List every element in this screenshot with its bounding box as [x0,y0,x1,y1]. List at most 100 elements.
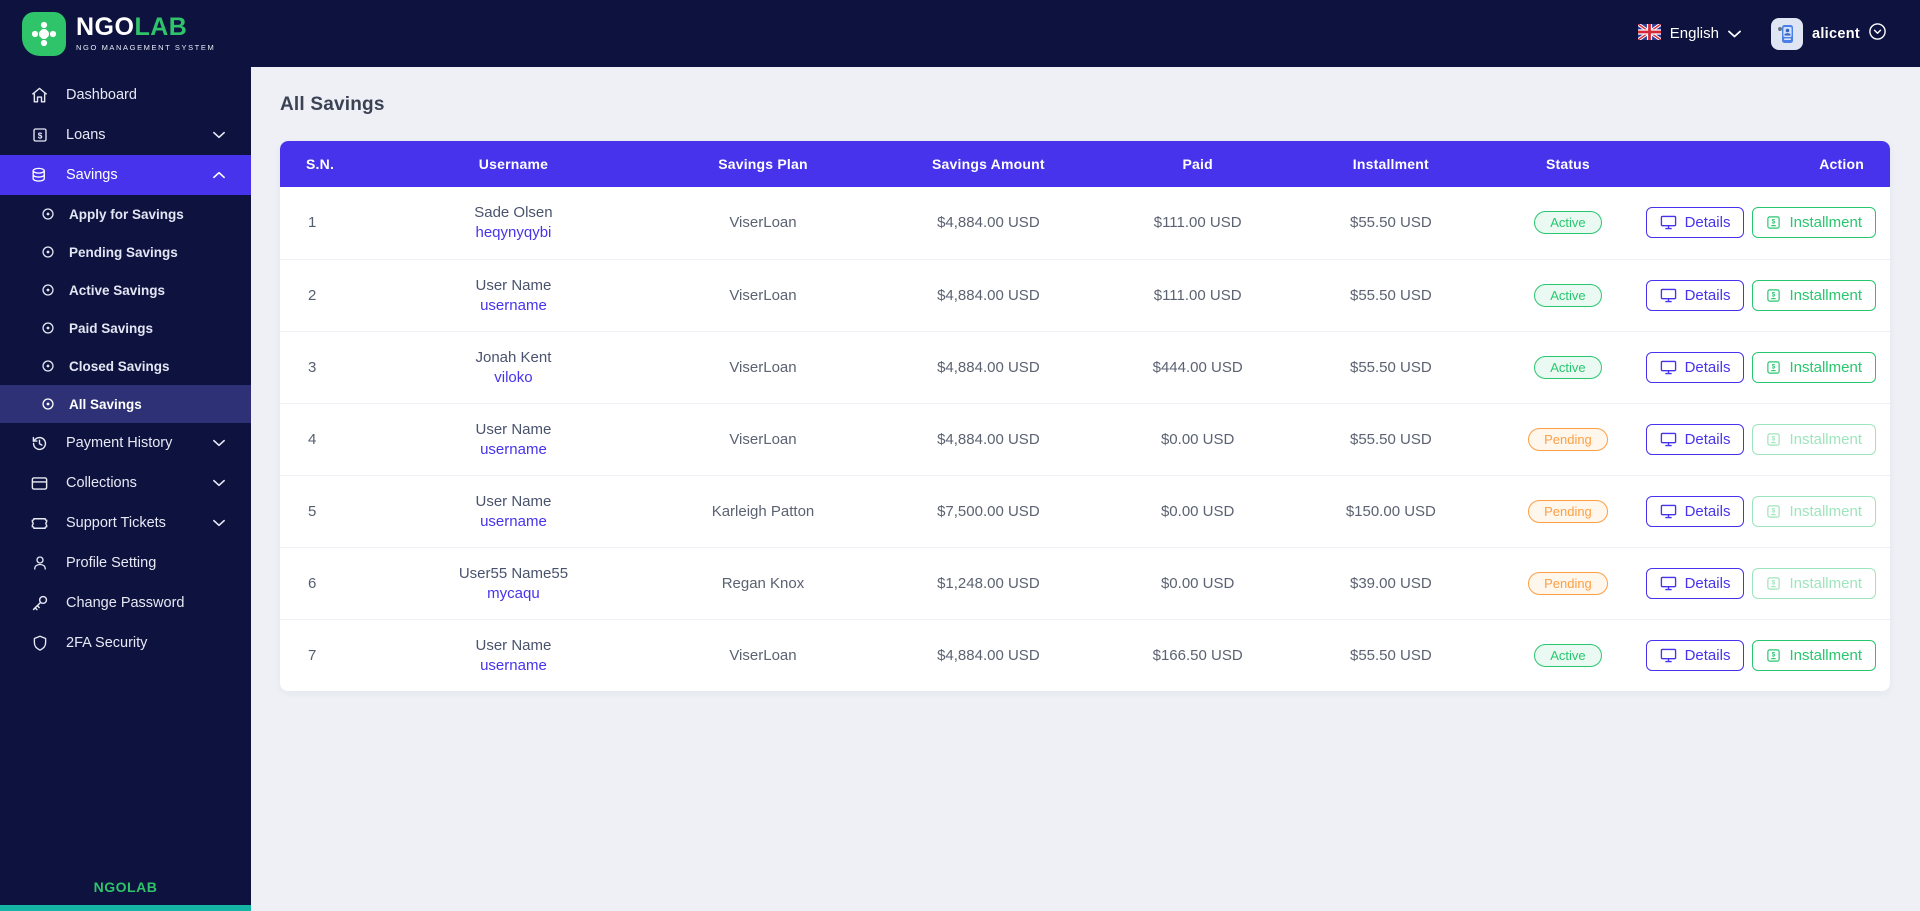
chevron-down-icon [213,519,225,527]
brand-name-secondary: LAB [134,13,188,42]
amount-value: $4,884.00 USD [937,430,1040,448]
cell-status: Active [1487,330,1649,403]
language-switcher[interactable]: English [1636,22,1741,44]
cell-savings-amount: $4,884.00 USD [875,330,1102,403]
details-button[interactable]: Details [1645,351,1745,383]
details-button-label: Details [1684,214,1731,232]
column-header-username: Username [376,141,651,187]
installment-value: $55.50 USD [1349,286,1432,304]
installment-button[interactable]: $ Installment [1752,279,1876,311]
username-link[interactable]: username [480,296,547,314]
action-buttons: Details $ Installment [1645,207,1876,239]
action-buttons: Details $ Installment [1645,567,1876,599]
cell-action: Details $ Installment [1645,618,1890,691]
installment-button-label: Installment [1789,358,1862,376]
sidebar-item-closed-savings[interactable]: Closed Savings [0,347,251,385]
details-button[interactable]: Details [1645,495,1745,527]
sidebar-item-savings[interactable]: Savings [0,155,251,195]
cell-savings-amount: $4,884.00 USD [875,618,1102,691]
cell-status: Active [1487,187,1648,259]
installment-button-label: Installment [1789,286,1862,304]
cell-status: Pending [1487,546,1649,619]
status-badge: Pending [1528,571,1608,595]
details-button-label: Details [1684,430,1731,448]
installment-button[interactable]: $ Installment [1752,351,1876,383]
sidebar-item-loans[interactable]: $ Loans [0,115,251,155]
app-logo[interactable]: NGOLAB NGO MANAGEMENT SYSTEM [0,0,251,67]
details-button[interactable]: Details [1645,207,1745,239]
cell-savings-plan: ViserLoan [650,258,876,331]
sidebar-item-collections[interactable]: Collections [0,463,251,503]
monitor-icon [1660,215,1677,230]
paid-value: $111.00 USD [1153,286,1242,304]
home-icon [30,86,49,105]
username-link[interactable]: viloko [494,368,533,386]
cell-action: Details $ Installment [1645,546,1890,619]
username-link[interactable]: heqynyqybi [475,224,552,242]
user-menu[interactable]: alicent [1770,17,1886,50]
sidebar-item-profile-setting[interactable]: Profile Setting [0,543,251,583]
cell-action: Details $ Installment [1645,402,1890,475]
details-button[interactable]: Details [1645,423,1745,455]
cell-savings-plan: ViserLoan [650,618,876,691]
cell-username: User Name username [376,402,651,475]
brand-subtitle: NGO MANAGEMENT SYSTEM [76,43,216,53]
username-link[interactable]: username [480,512,547,530]
username-link[interactable]: username [480,440,547,458]
main-content: All Savings S.N. Username Savings Plan Savi… [251,67,1920,911]
cell-status: Pending [1487,402,1649,475]
installment-button[interactable]: $ Installment [1752,207,1876,239]
column-header-installment: Installment [1294,141,1488,187]
cell-savings-amount: $4,884.00 USD [875,258,1102,331]
details-button[interactable]: Details [1645,639,1745,671]
details-button[interactable]: Details [1645,567,1745,599]
sidebar-item-active-savings[interactable]: Active Savings [0,271,251,309]
chevron-down-icon [213,479,225,487]
username-link[interactable]: mycaqu [487,584,540,602]
installment-button[interactable]: $ Installment [1752,639,1876,671]
details-button-label: Details [1684,358,1731,376]
sidebar-item-change-password[interactable]: Change Password [0,583,251,623]
plan-value: Regan Knox [721,574,805,592]
dot-circle-icon [40,207,55,222]
svg-text:$: $ [1772,651,1776,658]
plan-value: ViserLoan [729,358,797,376]
status-badge: Active [1534,355,1602,379]
action-buttons: Details $ Installment [1645,639,1876,671]
cell-sn: 4 [280,402,377,475]
paid-value: $166.50 USD [1152,646,1243,664]
cell-savings-plan: ViserLoan [650,402,876,475]
cell-paid: $0.00 USD [1101,402,1295,475]
monitor-icon [1660,288,1677,303]
sidebar-item-all-savings[interactable]: All Savings [0,385,251,423]
cell-installment: $55.50 USD [1294,402,1488,475]
sidebar-item-payment-history[interactable]: Payment History [0,423,251,463]
sidebar-item-label: Savings [66,167,118,183]
amount-value: $7,500.00 USD [937,502,1040,520]
installment-button: $ Installment [1752,495,1876,527]
sidebar-item-2fa-security[interactable]: 2FA Security [0,623,251,663]
sidebar-item-support-tickets[interactable]: Support Tickets [0,503,251,543]
paid-value: $444.00 USD [1152,358,1243,376]
sn-value: 5 [308,502,317,520]
sn-value: 4 [308,430,317,448]
paid-value: $0.00 USD [1160,574,1235,592]
cell-paid: $111.00 USD [1101,258,1295,331]
cell-action: Details $ Installment [1645,474,1890,547]
sidebar-item-pending-savings[interactable]: Pending Savings [0,233,251,271]
cell-paid: $111.00 USD [1101,187,1294,259]
sidebar-item-apply-for-savings[interactable]: Apply for Savings [0,195,251,233]
sidebar: Dashboard $ Loans Savings Apply for Savings P… [0,67,251,911]
sidebar-item-dashboard[interactable]: Dashboard [0,75,251,115]
username-link[interactable]: username [480,656,547,674]
details-button[interactable]: Details [1645,279,1745,311]
topbar: NGOLAB NGO MANAGEMENT SYSTEM English [0,0,1920,67]
cell-savings-amount: $1,248.00 USD [875,546,1102,619]
cell-savings-plan: Regan Knox [650,546,876,619]
sidebar-item-paid-savings[interactable]: Paid Savings [0,309,251,347]
monitor-icon [1660,504,1677,519]
cell-sn: 3 [280,330,377,403]
cell-username: User Name username [376,618,651,691]
monitor-icon [1660,648,1677,663]
monitor-icon [1660,576,1677,591]
